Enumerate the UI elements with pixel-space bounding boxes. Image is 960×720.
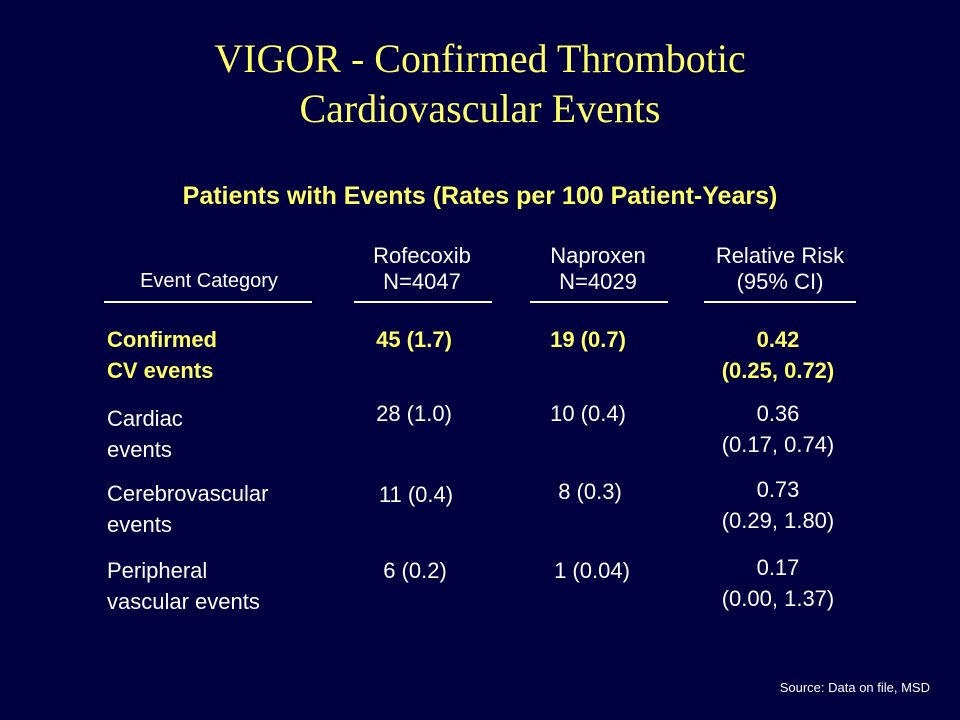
row1-category: Cardiac events [107, 403, 347, 465]
row2-category: Cerebrovascular events [107, 478, 347, 540]
slide-title-line1: VIGOR - Confirmed Thrombotic [214, 36, 746, 81]
row2-rr-ci: (0.29, 1.80) [721, 508, 835, 533]
table-subtitle: Patients with Events (Rates per 100 Pati… [182, 182, 778, 210]
header-event-category-label: Event Category [140, 270, 278, 292]
row0-rr-value: 0.42 [756, 327, 800, 352]
row2-naproxen: 8 (0.3) [558, 479, 622, 504]
row1-rr-value: 0.36 [756, 401, 800, 426]
header-rule-category [104, 301, 312, 303]
row1-category-line1: Cardiac [107, 406, 183, 431]
row0-relative-risk: 0.42 (0.25, 0.72) [688, 324, 868, 386]
row3-relative-risk: 0.17 (0.00, 1.37) [688, 552, 868, 614]
header-rofecoxib-name: Rofecoxib [373, 243, 471, 268]
table-row-category: Confirmed CV events [107, 324, 347, 386]
row1-relative-risk: 0.36 (0.17, 0.74) [688, 398, 868, 460]
header-rofecoxib-n: N=4047 [383, 269, 461, 294]
row2-relative-risk: 0.73 (0.29, 1.80) [688, 474, 868, 536]
header-rr-ci: (95% CI) [736, 269, 824, 294]
row3-naproxen: 1 (0.04) [554, 558, 630, 583]
header-rofecoxib: Rofecoxib N=4047 [352, 243, 492, 295]
row2-category-line2: events [107, 512, 172, 537]
row3-rofecoxib: 6 (0.2) [383, 558, 447, 583]
row0-category-line1: Confirmed [107, 327, 217, 352]
row0-rr-ci: (0.25, 0.72) [721, 358, 835, 383]
slide-title: VIGOR - Confirmed Thrombotic Cardiovascu… [0, 34, 960, 134]
row2-category-line1: Cerebrovascular [107, 481, 269, 506]
row0-naproxen: 19 (0.7) [550, 327, 626, 352]
row1-rofecoxib: 28 (1.0) [376, 401, 452, 426]
header-naproxen-n: N=4029 [559, 269, 637, 294]
row1-rr-ci: (0.17, 0.74) [721, 432, 835, 457]
row3-rr-ci: (0.00, 1.37) [721, 586, 835, 611]
row3-rr-value: 0.17 [756, 555, 800, 580]
row1-naproxen: 10 (0.4) [550, 401, 626, 426]
header-rule-relative-risk [704, 301, 856, 303]
slide-title-line2: Cardiovascular Events [299, 86, 661, 131]
header-naproxen: Naproxen N=4029 [528, 243, 668, 295]
row2-rr-value: 0.73 [756, 477, 800, 502]
row2-rofecoxib: 11 (0.4) [378, 482, 454, 507]
header-rr-name: Relative Risk [715, 243, 845, 268]
header-rule-rofecoxib [354, 301, 492, 303]
header-event-category: Event Category [104, 268, 314, 294]
source-note: Source: Data on file, MSD [779, 680, 930, 695]
row3-category-line2: vascular events [107, 589, 260, 614]
header-relative-risk: Relative Risk (95% CI) [690, 243, 870, 295]
row3-category: Peripheral vascular events [107, 555, 347, 617]
row3-category-line1: Peripheral [107, 558, 208, 583]
row1-category-line2: events [107, 437, 172, 462]
row0-rofecoxib: 45 (1.7) [376, 327, 452, 352]
header-rule-naproxen [530, 301, 668, 303]
row0-category-line2: CV events [107, 358, 214, 383]
header-naproxen-name: Naproxen [550, 243, 646, 268]
